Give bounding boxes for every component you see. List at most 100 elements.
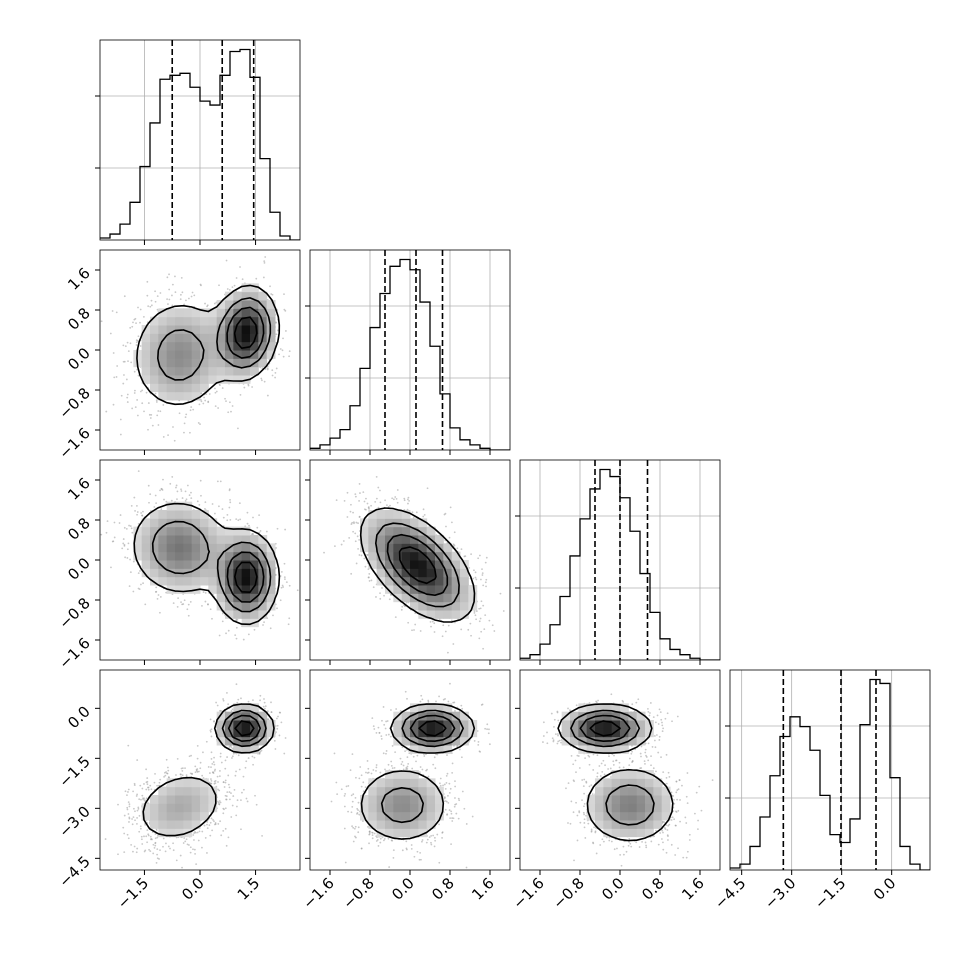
density-cell xyxy=(200,308,209,318)
sample-point xyxy=(118,522,121,524)
panel-content xyxy=(323,476,505,654)
density-cell xyxy=(175,333,184,343)
density-cell xyxy=(158,560,168,569)
contours xyxy=(136,284,281,406)
density-cell xyxy=(241,618,251,628)
density-cell xyxy=(241,551,251,561)
sample-point xyxy=(228,288,231,291)
sample-point xyxy=(153,506,156,508)
sample-point xyxy=(235,518,238,520)
sample-point xyxy=(189,409,192,412)
sample-point xyxy=(218,505,220,508)
sample-point xyxy=(134,406,137,409)
sample-point xyxy=(176,490,179,493)
sample-point xyxy=(288,355,290,358)
sample-point xyxy=(171,304,174,307)
sample-point xyxy=(137,335,140,338)
sample-point xyxy=(480,600,483,603)
sample-point xyxy=(263,260,266,263)
sample-point xyxy=(414,623,417,626)
density-cell xyxy=(241,543,251,553)
sample-point xyxy=(190,295,193,298)
sample-point xyxy=(433,622,436,625)
sample-point xyxy=(475,610,478,612)
sample-point xyxy=(184,490,187,493)
density-cell xyxy=(225,300,234,309)
sample-point xyxy=(154,290,156,293)
sample-point xyxy=(482,584,485,587)
density-cell xyxy=(183,551,193,561)
density-cell xyxy=(258,308,268,318)
density-cell xyxy=(166,576,176,586)
density-cell xyxy=(158,518,168,528)
sample-point xyxy=(379,592,381,594)
sample-point xyxy=(469,622,472,625)
density-cell xyxy=(150,543,159,553)
histogram-panel-3 xyxy=(515,459,721,665)
contour-line xyxy=(133,502,281,626)
density-cell xyxy=(200,560,209,569)
sample-point xyxy=(281,584,284,587)
sample-point xyxy=(208,393,211,395)
density-cell xyxy=(241,291,251,301)
density-cell xyxy=(150,316,159,326)
density-cell xyxy=(191,391,201,401)
density-cell xyxy=(141,568,151,578)
density-cell xyxy=(233,560,243,569)
sample-point xyxy=(231,405,234,407)
density-cell xyxy=(158,375,168,384)
sample-point xyxy=(112,352,115,354)
density-cell xyxy=(225,350,234,359)
sample-point xyxy=(218,384,221,387)
y-tick-label: 1.6 xyxy=(64,474,94,504)
sample-point xyxy=(480,630,483,633)
sample-point xyxy=(502,610,505,612)
sample-point xyxy=(109,332,112,335)
density-cell xyxy=(225,526,234,536)
density-cell xyxy=(233,610,243,619)
sample-point xyxy=(151,424,154,427)
sample-point xyxy=(478,554,481,557)
density-cell xyxy=(233,366,243,376)
density-cell xyxy=(191,568,201,578)
sample-point xyxy=(275,333,278,336)
sample-point xyxy=(283,576,286,579)
sample-point xyxy=(174,291,177,294)
sample-point xyxy=(162,404,165,406)
sample-point xyxy=(269,285,271,288)
sample-point xyxy=(179,293,182,296)
y-tick-label: 0.8 xyxy=(64,304,94,334)
sample-point xyxy=(124,345,127,348)
density-cell xyxy=(258,341,268,351)
density-cell xyxy=(175,501,184,511)
sample-point xyxy=(132,321,134,324)
density-cell xyxy=(166,551,176,561)
sample-point xyxy=(189,431,191,434)
sample-point xyxy=(201,604,203,607)
density-cell xyxy=(216,601,226,611)
sample-point xyxy=(142,510,144,513)
sample-point xyxy=(203,396,206,399)
contour-line xyxy=(157,297,272,381)
sample-point xyxy=(156,295,159,298)
density-cell xyxy=(183,316,193,326)
sample-point xyxy=(147,402,150,404)
density-cell xyxy=(175,510,184,519)
density-cell xyxy=(241,325,251,334)
sample-point xyxy=(185,413,188,416)
density-cell xyxy=(175,383,184,393)
sample-point xyxy=(154,300,157,303)
sample-point xyxy=(485,578,488,581)
density-cell xyxy=(158,341,168,351)
density-cell xyxy=(250,325,259,334)
sample-point xyxy=(137,522,140,525)
density-cell xyxy=(200,333,209,343)
density-cell xyxy=(191,551,201,561)
density-cell xyxy=(250,585,259,594)
density-cell xyxy=(258,300,268,309)
sample-point xyxy=(180,488,182,491)
sample-point xyxy=(136,399,139,401)
sample-point xyxy=(112,403,115,406)
sample-point xyxy=(202,402,205,405)
density-cell xyxy=(158,568,168,578)
